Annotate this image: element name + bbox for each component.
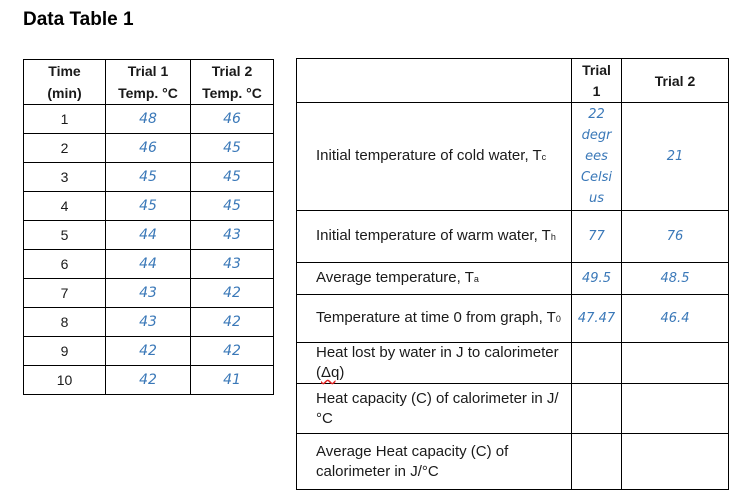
trial1-cell[interactable]: 42 — [105, 365, 191, 395]
header-trial1: Trial 1 — [571, 58, 622, 103]
trial1-cell[interactable]: 44 — [105, 220, 191, 250]
trial1-cell[interactable]: 45 — [105, 162, 191, 192]
header-trial2: Trial 2 — [621, 58, 729, 103]
table-row: 8 43 42 — [23, 307, 274, 337]
table-row: 10 42 41 — [23, 365, 274, 395]
header-trial1: Trial 1 Temp. °C — [105, 59, 191, 105]
trial2-cell[interactable]: 42 — [190, 278, 274, 308]
table-row: 6 44 43 — [23, 249, 274, 279]
table-row: 2 46 45 — [23, 133, 274, 163]
page-title: Data Table 1 — [23, 9, 134, 30]
trial1-cell[interactable]: 49.5 — [571, 262, 622, 295]
table-row: 3 45 45 — [23, 162, 274, 192]
trial2-cell[interactable] — [621, 383, 729, 434]
row-label-heat-capacity: Heat capacity (C) of calorimeter in J/°C — [296, 383, 572, 434]
table-row: 9 42 42 — [23, 336, 274, 366]
row-label-average-temperature: Average temperature, Ta — [296, 262, 572, 295]
trial2-cell[interactable]: 45 — [190, 162, 274, 192]
row-label-heat-lost: Heat lost by water in J to calorimeter (… — [296, 342, 572, 384]
trial1-cell[interactable] — [571, 433, 622, 490]
time-cell: 10 — [23, 365, 106, 395]
trial1-cell[interactable]: 43 — [105, 307, 191, 337]
trial2-cell[interactable]: 43 — [190, 249, 274, 279]
trial1-cell[interactable]: 47.47 — [571, 294, 622, 343]
table-header-row: Trial 1 Trial 2 — [296, 58, 729, 103]
trial1-cell[interactable]: 42 — [105, 336, 191, 366]
table-header-row: Time (min) Trial 1 Temp. °C Trial 2 Temp. °… — [23, 59, 274, 105]
header-trial2: Trial 2 Temp. °C — [190, 59, 274, 105]
trial2-cell[interactable]: 46.4 — [621, 294, 729, 343]
time-temperature-table: Time (min) Trial 1 Temp. °C Trial 2 Temp. °… — [23, 59, 274, 395]
time-cell: 7 — [23, 278, 106, 308]
trial2-cell[interactable]: 48.5 — [621, 262, 729, 295]
row-label-average-heat-capacity: Average Heat capacity (C) of calorimeter… — [296, 433, 572, 490]
time-cell: 2 — [23, 133, 106, 163]
row-label-warm-water: Initial temperature of warm water, Th — [296, 210, 572, 263]
time-cell: 8 — [23, 307, 106, 337]
time-cell: 6 — [23, 249, 106, 279]
table-row: 5 44 43 — [23, 220, 274, 250]
table-row: Initial temperature of cold water, Tc 22… — [296, 102, 729, 211]
trial2-cell[interactable]: 41 — [190, 365, 274, 395]
header-label-empty — [296, 58, 572, 103]
row-label-cold-water: Initial temperature of cold water, Tc — [296, 102, 572, 211]
trial2-cell[interactable]: 42 — [190, 336, 274, 366]
table-row: Initial temperature of warm water, Th 77… — [296, 210, 729, 263]
trial1-cell[interactable]: 48 — [105, 104, 191, 134]
table-row: 1 48 46 — [23, 104, 274, 134]
calorimeter-table: Trial 1 Trial 2 Initial temperature of co… — [296, 58, 729, 490]
trial2-cell[interactable]: 45 — [190, 133, 274, 163]
trial1-cell[interactable]: 45 — [105, 191, 191, 221]
table-row: Average temperature, Ta 49.5 48.5 — [296, 262, 729, 295]
row-label-temperature-time-zero: Temperature at time 0 from graph, T0 — [296, 294, 572, 343]
trial1-cell[interactable]: 46 — [105, 133, 191, 163]
trial2-cell[interactable] — [621, 342, 729, 384]
trial1-cell[interactable]: 22 degr ees Celsi us — [571, 102, 622, 211]
header-time: Time (min) — [23, 59, 106, 105]
trial1-cell[interactable]: 77 — [571, 210, 622, 263]
time-cell: 4 — [23, 191, 106, 221]
table-row: Temperature at time 0 from graph, T0 47.… — [296, 294, 729, 343]
trial1-cell[interactable] — [571, 342, 622, 384]
trial2-cell[interactable]: 21 — [621, 102, 729, 211]
time-cell: 1 — [23, 104, 106, 134]
trial2-cell[interactable]: 76 — [621, 210, 729, 263]
trial2-cell[interactable]: 43 — [190, 220, 274, 250]
table-row: Heat capacity (C) of calorimeter in J/°C — [296, 383, 729, 434]
table-row: 4 45 45 — [23, 191, 274, 221]
trial2-cell[interactable]: 46 — [190, 104, 274, 134]
trial2-cell[interactable]: 45 — [190, 191, 274, 221]
trial1-cell[interactable]: 43 — [105, 278, 191, 308]
time-cell: 3 — [23, 162, 106, 192]
table-row: Average Heat capacity (C) of calorimeter… — [296, 433, 729, 490]
trial1-cell[interactable]: 44 — [105, 249, 191, 279]
trial2-cell[interactable] — [621, 433, 729, 490]
time-cell: 5 — [23, 220, 106, 250]
table-row: Heat lost by water in J to calorimeter (… — [296, 342, 729, 384]
trial1-cell[interactable] — [571, 383, 622, 434]
trial2-cell[interactable]: 42 — [190, 307, 274, 337]
table-row: 7 43 42 — [23, 278, 274, 308]
time-cell: 9 — [23, 336, 106, 366]
